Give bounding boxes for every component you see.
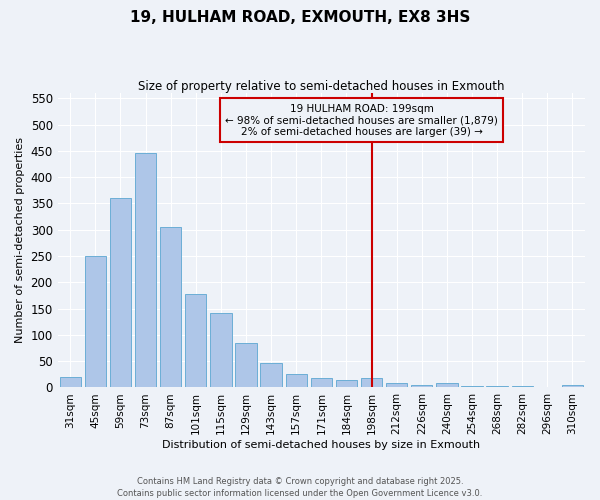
Y-axis label: Number of semi-detached properties: Number of semi-detached properties [15, 137, 25, 343]
X-axis label: Distribution of semi-detached houses by size in Exmouth: Distribution of semi-detached houses by … [162, 440, 481, 450]
Bar [286, 374, 307, 388]
Bar [562, 385, 583, 388]
Bar [336, 380, 357, 388]
Bar [512, 386, 533, 388]
Bar [361, 378, 382, 388]
Bar [411, 385, 433, 388]
Text: 19 HULHAM ROAD: 199sqm
← 98% of semi-detached houses are smaller (1,879)
2% of s: 19 HULHAM ROAD: 199sqm ← 98% of semi-det… [225, 104, 498, 136]
Text: Contains HM Land Registry data © Crown copyright and database right 2025.
Contai: Contains HM Land Registry data © Crown c… [118, 476, 482, 498]
Bar [386, 384, 407, 388]
Bar [210, 313, 232, 388]
Bar [436, 384, 458, 388]
Title: Size of property relative to semi-detached houses in Exmouth: Size of property relative to semi-detach… [138, 80, 505, 93]
Bar [487, 386, 508, 388]
Text: 19, HULHAM ROAD, EXMOUTH, EX8 3HS: 19, HULHAM ROAD, EXMOUTH, EX8 3HS [130, 10, 470, 25]
Bar [311, 378, 332, 388]
Bar [235, 343, 257, 388]
Bar [160, 227, 181, 388]
Bar [260, 362, 282, 388]
Bar [185, 294, 206, 388]
Bar [110, 198, 131, 388]
Bar [85, 256, 106, 388]
Bar [461, 386, 482, 388]
Bar [59, 377, 81, 388]
Bar [135, 154, 156, 388]
